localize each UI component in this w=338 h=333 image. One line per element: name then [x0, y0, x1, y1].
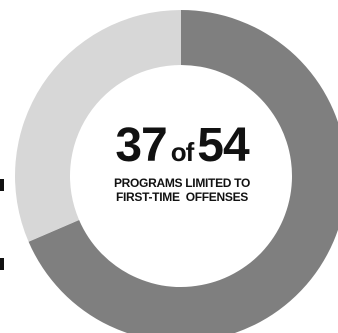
- caption-line-2: FIRST-TIME OFFENSES: [115, 190, 248, 204]
- headline: 37 of54: [94, 122, 270, 170]
- edge-tick-upper: [0, 179, 4, 191]
- donut-slice-1: [28, 10, 338, 333]
- caption-line-1: PROGRAMS LIMITED TO: [113, 176, 251, 190]
- total-number: 54: [197, 119, 249, 172]
- value-number: 37: [115, 119, 167, 172]
- caption: PROGRAMS LIMITED TO FIRST-TIME OFFENSES: [94, 176, 270, 204]
- of-word: of: [170, 137, 195, 167]
- donut-slices: [15, 10, 338, 333]
- edge-tick-lower: [0, 258, 4, 270]
- donut-slice-2: [15, 10, 182, 242]
- center-label: 37 of54 PROGRAMS LIMITED TO FIRST-TIME OF…: [94, 122, 270, 205]
